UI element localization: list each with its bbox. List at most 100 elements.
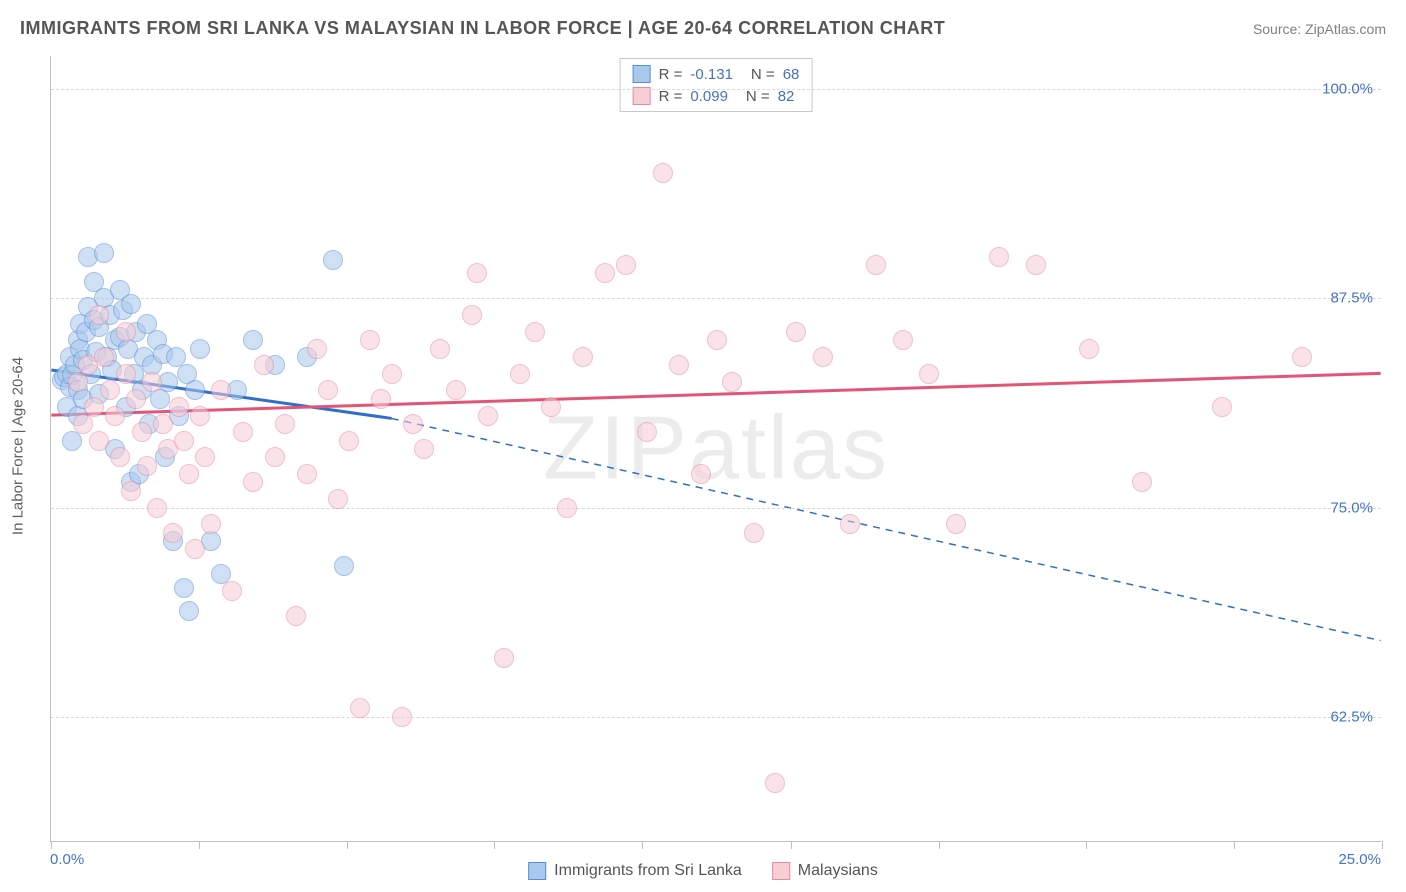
trend-lines-layer xyxy=(51,56,1381,841)
gridline xyxy=(51,508,1381,509)
scatter-point xyxy=(94,243,114,263)
scatter-point xyxy=(89,431,109,451)
legend-swatch-icon xyxy=(528,862,546,880)
scatter-point xyxy=(707,330,727,350)
scatter-point xyxy=(286,606,306,626)
scatter-point xyxy=(201,514,221,534)
scatter-point xyxy=(525,322,545,342)
scatter-point xyxy=(595,263,615,283)
scatter-point xyxy=(179,464,199,484)
scatter-point xyxy=(147,498,167,518)
scatter-point xyxy=(121,481,141,501)
x-axis-tick xyxy=(939,841,940,849)
scatter-point xyxy=(116,364,136,384)
r-prefix: R = xyxy=(659,66,683,83)
scatter-point xyxy=(350,698,370,718)
scatter-point xyxy=(637,422,657,442)
scatter-point xyxy=(62,431,82,451)
scatter-point xyxy=(323,250,343,270)
legend-item-a: Immigrants from Sri Lanka xyxy=(528,862,742,880)
scatter-point xyxy=(1132,472,1152,492)
scatter-point xyxy=(669,355,689,375)
x-axis-tick xyxy=(347,841,348,849)
scatter-point xyxy=(616,255,636,275)
scatter-point xyxy=(382,364,402,384)
scatter-point xyxy=(126,389,146,409)
scatter-point xyxy=(339,431,359,451)
scatter-point xyxy=(653,163,673,183)
scatter-point xyxy=(121,294,141,314)
source-label: Source: ZipAtlas.com xyxy=(1253,21,1386,37)
x-axis-min-label: 0.0% xyxy=(50,851,84,868)
scatter-point xyxy=(84,397,104,417)
scatter-point xyxy=(573,347,593,367)
x-axis-tick xyxy=(1086,841,1087,849)
scatter-point xyxy=(105,406,125,426)
scatter-point xyxy=(142,372,162,392)
trend-line xyxy=(392,418,1381,640)
scatter-point xyxy=(265,447,285,467)
scatter-point xyxy=(195,447,215,467)
n-prefix: N = xyxy=(751,66,775,83)
scatter-point xyxy=(110,447,130,467)
bottom-legend: Immigrants from Sri Lanka Malaysians xyxy=(528,862,878,880)
scatter-point xyxy=(557,498,577,518)
scatter-point xyxy=(68,372,88,392)
chart-title: IMMIGRANTS FROM SRI LANKA VS MALAYSIAN I… xyxy=(20,18,945,39)
scatter-point xyxy=(174,578,194,598)
scatter-point xyxy=(1026,255,1046,275)
scatter-point xyxy=(765,773,785,793)
scatter-point xyxy=(137,456,157,476)
scatter-point xyxy=(233,422,253,442)
scatter-point xyxy=(73,414,93,434)
scatter-point xyxy=(318,380,338,400)
scatter-point xyxy=(494,648,514,668)
scatter-point xyxy=(243,472,263,492)
watermark: ZIPatlas xyxy=(543,397,889,500)
scatter-point xyxy=(446,380,466,400)
stats-row-a: R = -0.131 N = 68 xyxy=(633,63,800,85)
scatter-point xyxy=(190,339,210,359)
x-axis-tick xyxy=(791,841,792,849)
x-axis-tick xyxy=(1382,841,1383,849)
scatter-point xyxy=(307,339,327,359)
scatter-point xyxy=(116,322,136,342)
y-axis-title: In Labor Force | Age 20-64 xyxy=(10,357,27,535)
scatter-point xyxy=(190,406,210,426)
scatter-point xyxy=(94,347,114,367)
scatter-point xyxy=(946,514,966,534)
r-value-a: -0.131 xyxy=(690,66,733,83)
x-axis-max-label: 25.0% xyxy=(1338,851,1381,868)
legend-swatch-icon xyxy=(772,862,790,880)
n-value-a: 68 xyxy=(783,66,800,83)
scatter-point xyxy=(840,514,860,534)
scatter-point xyxy=(297,464,317,484)
legend-item-b: Malaysians xyxy=(772,862,878,880)
trend-line xyxy=(51,373,1380,415)
scatter-point xyxy=(462,305,482,325)
scatter-point xyxy=(185,380,205,400)
scatter-point xyxy=(174,431,194,451)
x-axis-tick xyxy=(494,841,495,849)
scatter-point xyxy=(786,322,806,342)
gridline xyxy=(51,717,1381,718)
legend-label-b: Malaysians xyxy=(798,862,878,880)
y-axis-tick-label: 75.0% xyxy=(1330,499,1373,516)
stats-row-b: R = 0.099 N = 82 xyxy=(633,85,800,107)
scatter-point xyxy=(371,389,391,409)
stats-legend-box: R = -0.131 N = 68 R = 0.099 N = 82 xyxy=(620,58,813,112)
scatter-point xyxy=(510,364,530,384)
scatter-point xyxy=(100,380,120,400)
scatter-point xyxy=(392,707,412,727)
scatter-point xyxy=(813,347,833,367)
scatter-point xyxy=(430,339,450,359)
x-axis-tick xyxy=(1234,841,1235,849)
scatter-point xyxy=(132,422,152,442)
scatter-point xyxy=(254,355,274,375)
scatter-point xyxy=(691,464,711,484)
gridline xyxy=(51,89,1381,90)
scatter-point xyxy=(467,263,487,283)
scatter-point xyxy=(360,330,380,350)
scatter-point xyxy=(1079,339,1099,359)
y-axis-tick-label: 62.5% xyxy=(1330,708,1373,725)
